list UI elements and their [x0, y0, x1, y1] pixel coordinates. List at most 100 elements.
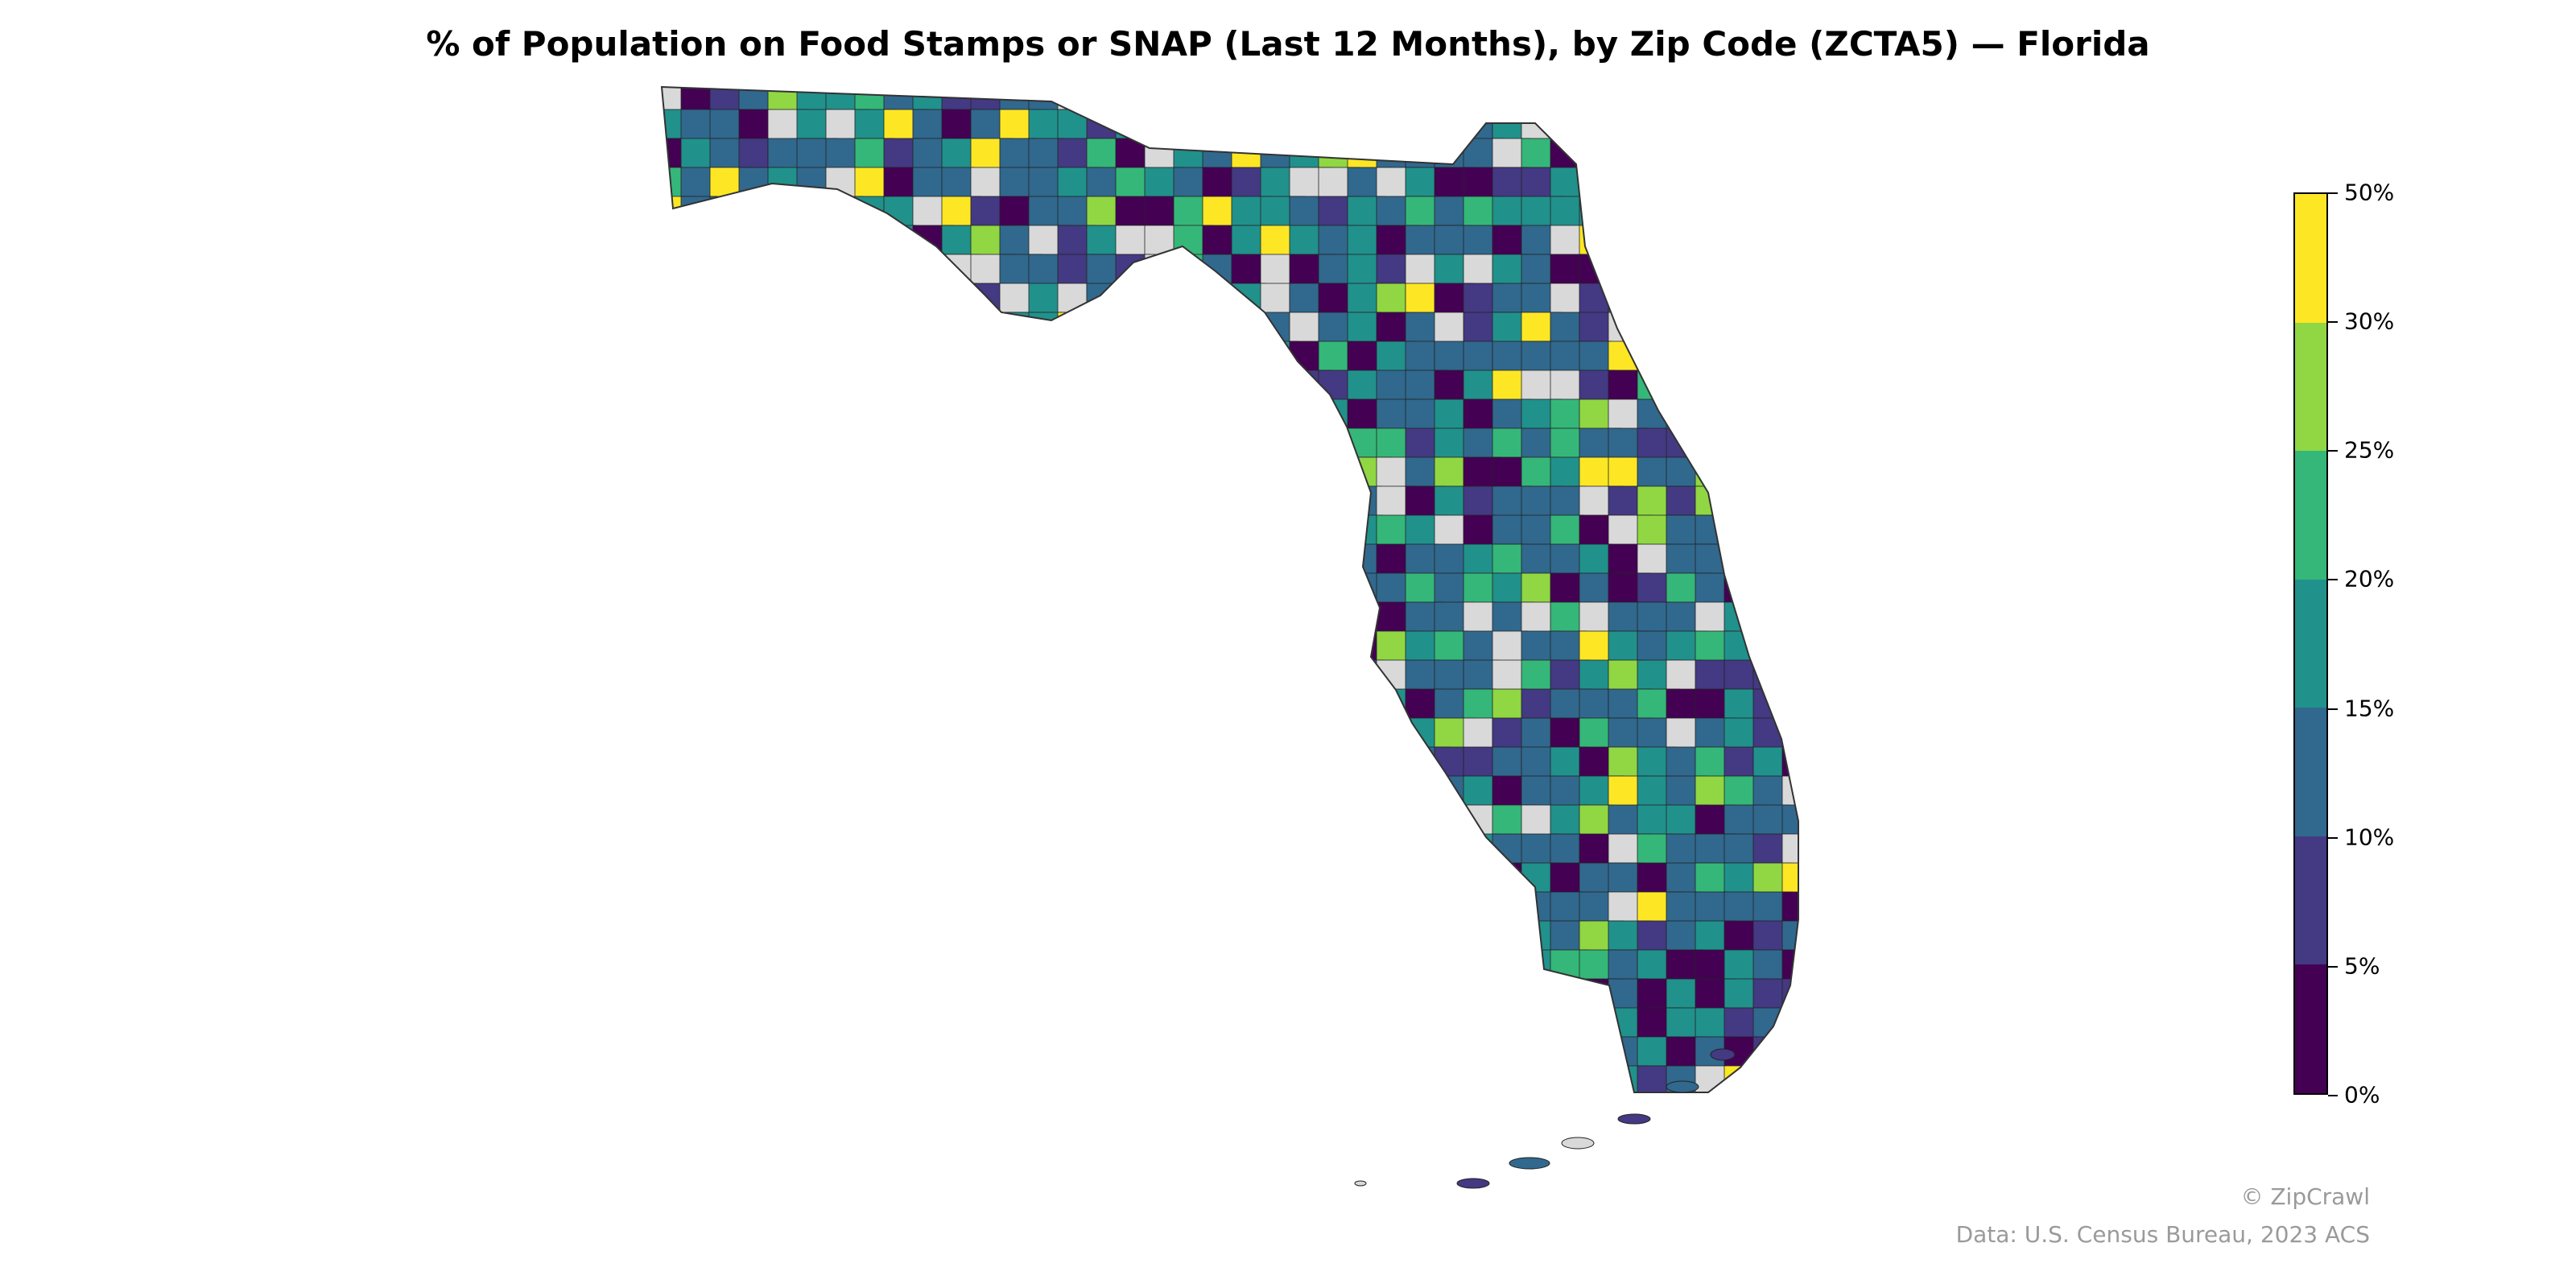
colorbar-tick-label: 10% [2344, 824, 2395, 851]
zip-area [854, 225, 886, 258]
zip-area [1781, 225, 1798, 259]
zip-area [767, 341, 808, 384]
zip-area [709, 225, 748, 262]
zip-area [680, 369, 723, 402]
zip-area [1028, 369, 1066, 415]
zip-area [709, 833, 740, 874]
zip-area [767, 543, 799, 576]
zip-area [662, 485, 689, 530]
zip-area [854, 978, 886, 1018]
zip-area [1781, 398, 1798, 431]
zip-area [1231, 109, 1264, 150]
zip-area [796, 254, 836, 294]
zip-area [999, 514, 1032, 558]
zip-area [970, 1065, 1005, 1092]
zip-area [941, 167, 975, 198]
zip-area [680, 485, 712, 523]
zip-area [1781, 1007, 1798, 1046]
zip-area [767, 920, 806, 952]
zip-area [709, 485, 743, 522]
zip-area [1724, 225, 1757, 258]
zip-area [1173, 456, 1206, 490]
zip-area [1260, 862, 1291, 902]
zip-area [970, 659, 1005, 700]
zip-area [912, 572, 945, 616]
zip-area [1492, 978, 1537, 1009]
colorbar-tick [2328, 579, 2338, 581]
zip-area [1086, 804, 1128, 836]
colorbar-tick-label: 15% [2344, 695, 2395, 722]
zip-area [1724, 427, 1769, 464]
zip-area [1781, 920, 1798, 952]
zip-area [738, 804, 783, 846]
zip-area [1724, 167, 1754, 200]
zip-area [1434, 1007, 1474, 1048]
zip-area [1057, 746, 1088, 778]
zip-area [1086, 312, 1118, 356]
zip-area [709, 1036, 741, 1075]
zip-area [767, 254, 813, 299]
zip-area [1260, 514, 1299, 549]
zip-area [912, 1036, 943, 1078]
zip-area [854, 254, 897, 295]
zip-area [1318, 456, 1356, 497]
zip-area [1289, 427, 1327, 461]
zip-area [1752, 283, 1789, 315]
zip-area [913, 1095, 947, 1133]
zip-area [796, 688, 832, 731]
zip-area [1231, 369, 1263, 407]
zip-area [1000, 1095, 1044, 1129]
zip-area [738, 572, 782, 606]
zip-area [1347, 225, 1379, 258]
zip-area [1289, 283, 1323, 313]
zip-area [680, 572, 720, 617]
zip-area [709, 427, 743, 461]
zip-area [1405, 1007, 1451, 1052]
zip-area [970, 862, 1015, 902]
zip-area [1202, 746, 1236, 791]
zip-area [1434, 949, 1466, 993]
zip-area [1086, 833, 1117, 867]
zip-area [1752, 775, 1785, 810]
zip-area [1231, 341, 1270, 378]
zip-area [1144, 369, 1186, 401]
zip-area [970, 630, 1008, 676]
zip-area [1260, 87, 1305, 118]
zip-area [825, 196, 865, 231]
zip-area [912, 659, 948, 704]
zip-area [970, 543, 1005, 575]
zip-area [1173, 1007, 1216, 1052]
zip-area [941, 312, 985, 353]
zip-area [796, 485, 835, 523]
zip-area [1318, 746, 1358, 779]
zip-area [1144, 312, 1186, 343]
zip-area [662, 746, 689, 785]
zip-area [999, 659, 1030, 690]
zip-area [1057, 601, 1090, 638]
zip-area [854, 312, 894, 346]
zip-area [912, 746, 952, 780]
zip-area [1521, 804, 1552, 840]
zip-area [1144, 283, 1175, 319]
zip-area [941, 283, 977, 328]
zip-area [999, 891, 1042, 926]
zip-area [941, 833, 979, 872]
zip-area [680, 891, 711, 927]
zip-area [709, 804, 750, 836]
zip-area [1637, 572, 1670, 603]
colorbar-tick-label: 30% [2344, 308, 2395, 335]
zip-area [1115, 1007, 1149, 1053]
zip-area [883, 514, 927, 551]
zip-area [1666, 341, 1703, 374]
zip-area [1144, 833, 1187, 875]
zip-area [1057, 312, 1099, 345]
zip-area [1434, 920, 1466, 964]
zip-area [883, 341, 916, 382]
zip-area [912, 833, 950, 871]
zip-area [1318, 312, 1349, 345]
zip-area [1318, 1007, 1357, 1041]
zip-area [767, 1036, 812, 1071]
zip-area [680, 717, 724, 758]
zip-area [854, 427, 894, 469]
zip-area [1608, 87, 1650, 114]
